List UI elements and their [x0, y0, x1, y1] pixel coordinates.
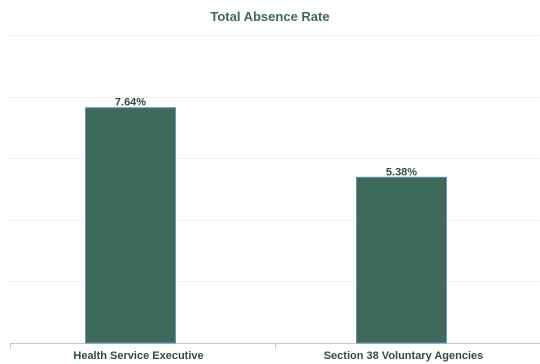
chart-title: Total Absence Rate: [210, 9, 330, 24]
category-label-1: Section 38 Voluntary Agencies: [324, 350, 484, 362]
data-label-1: 5.38%: [386, 166, 417, 178]
bar-1: [356, 176, 447, 344]
bar-0: [85, 107, 176, 344]
data-label-0: 7.64%: [115, 97, 146, 109]
category-label-0: Health Service Executive: [73, 350, 203, 362]
